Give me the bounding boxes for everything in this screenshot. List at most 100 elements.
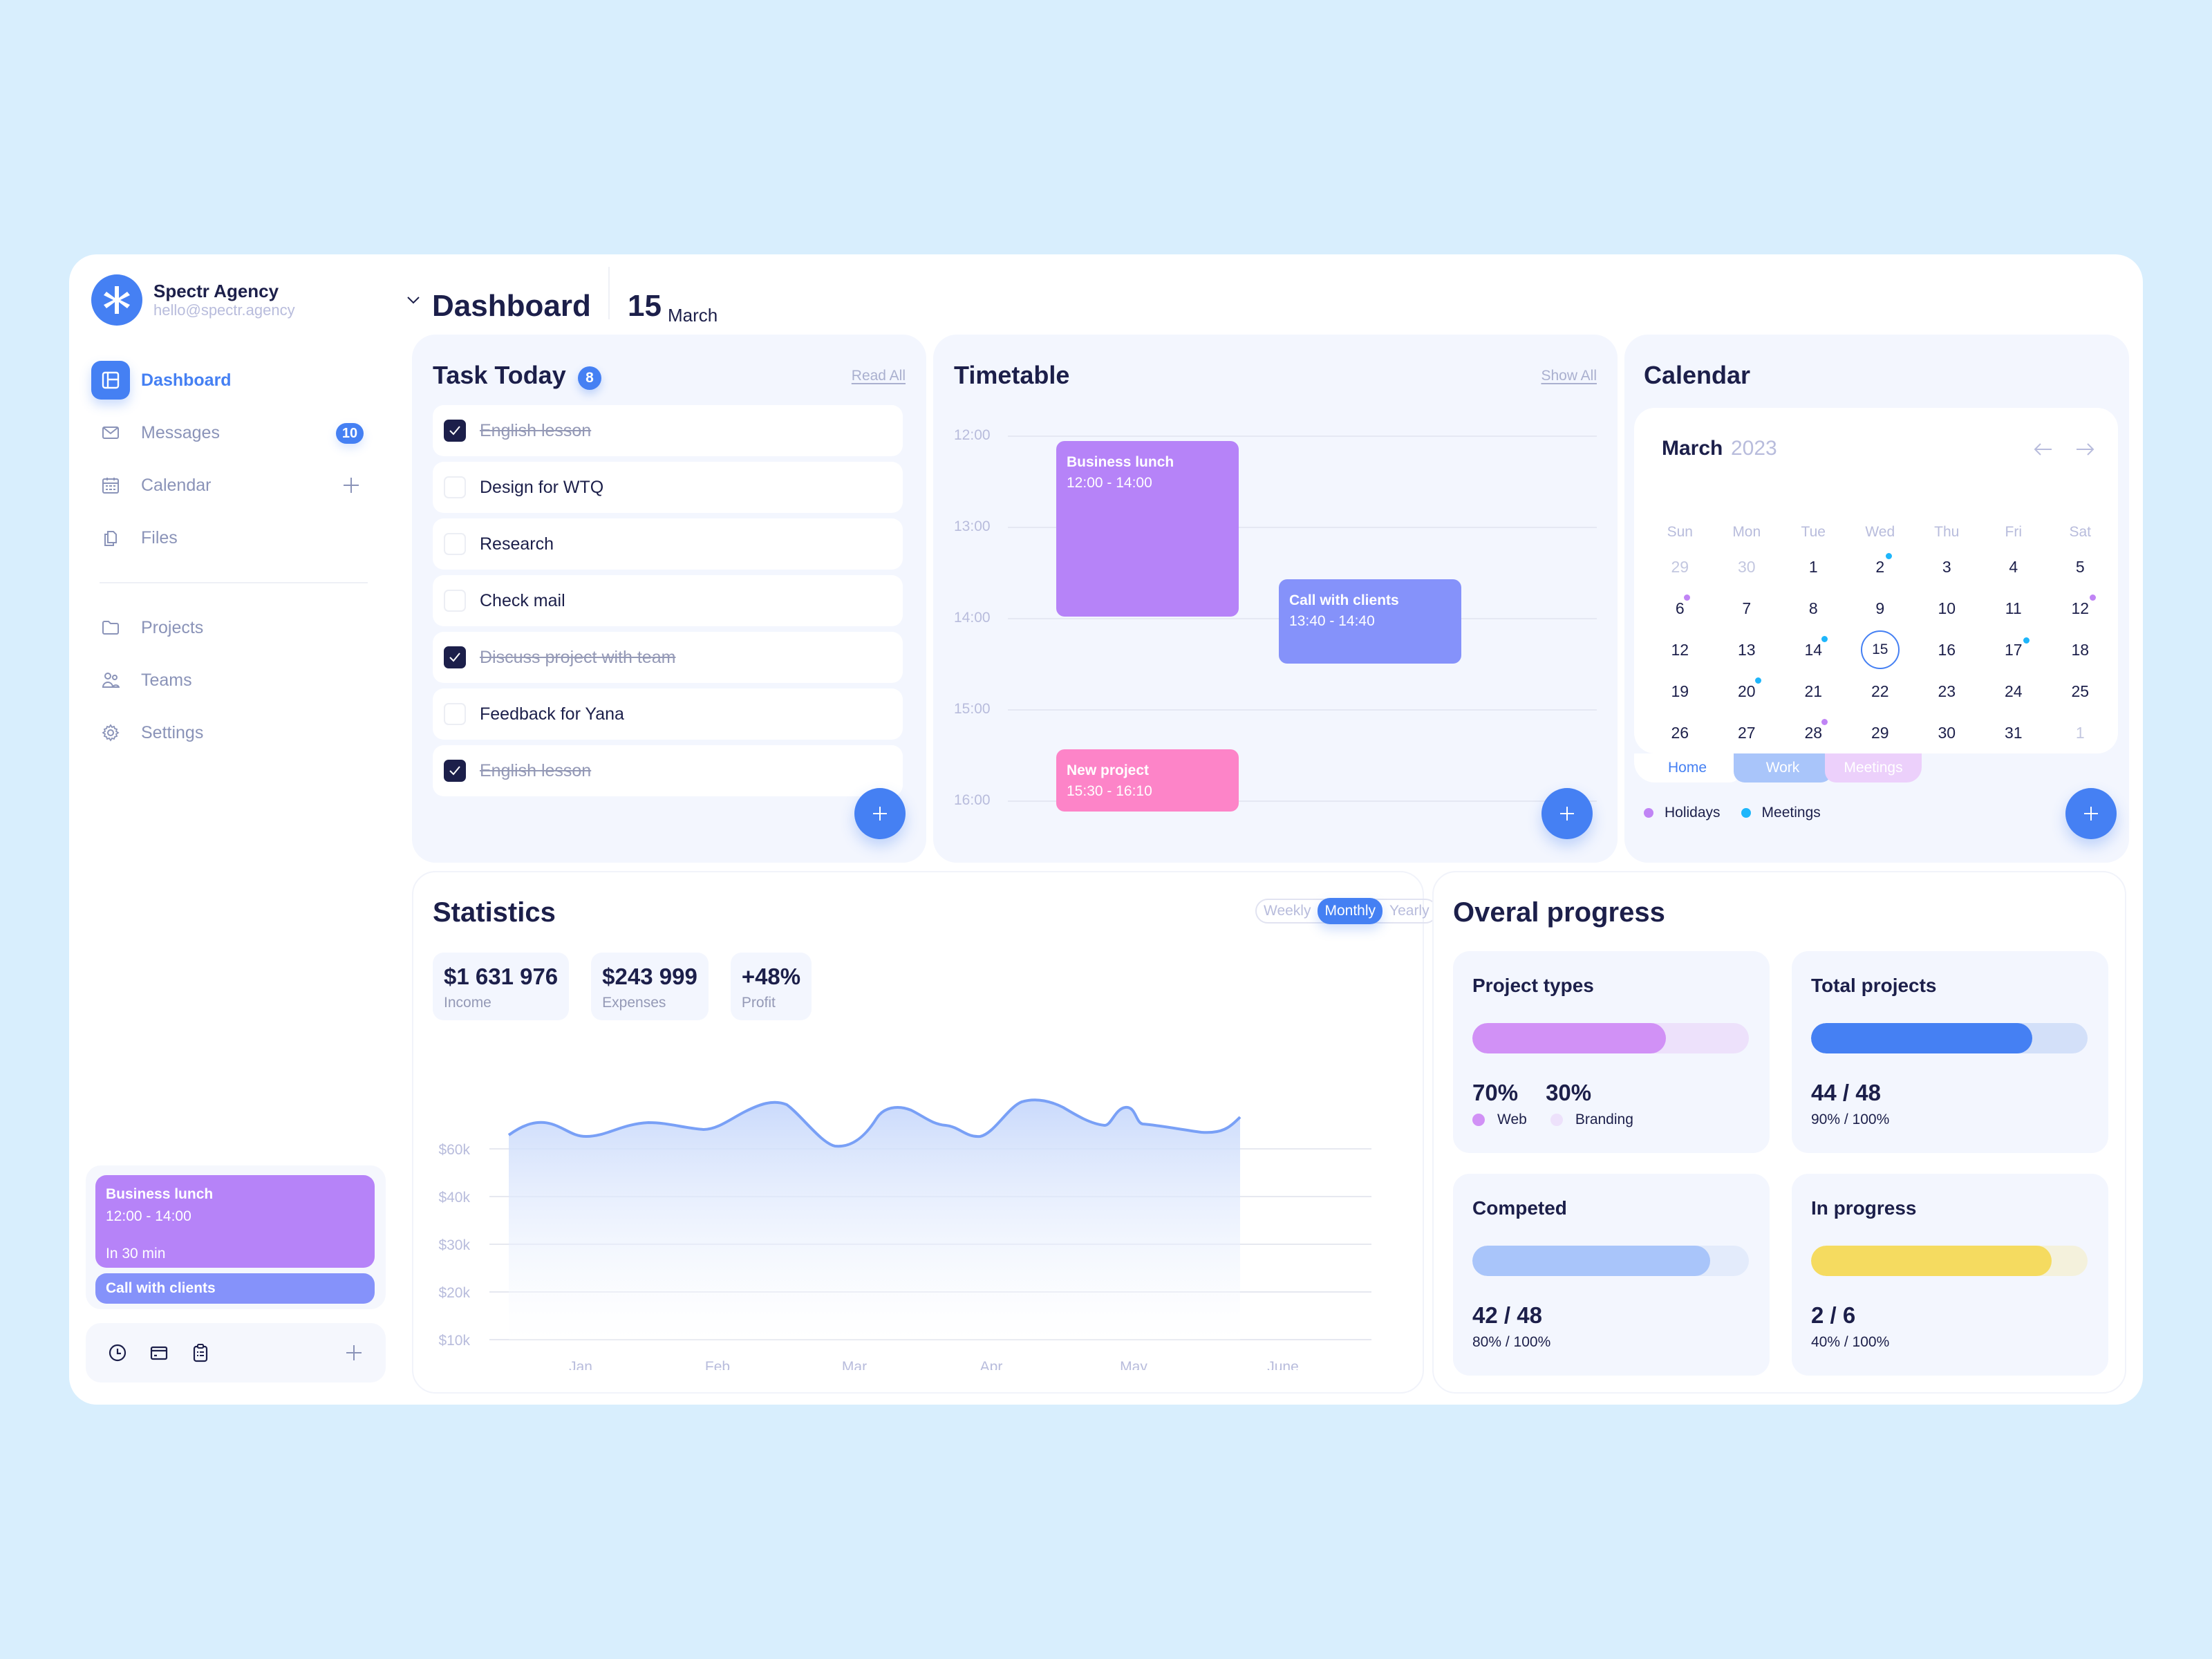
sidebar-item-label: Messages (141, 422, 220, 442)
timetable-panel: Timetable Show All 12:00 13:00 14:00 15:… (933, 335, 1618, 863)
task-label: Discuss project with team (480, 647, 676, 667)
task-item[interactable]: Discuss project with team (433, 632, 903, 683)
unread-count-badge: 10 (336, 423, 364, 444)
holiday-dot (2090, 594, 2096, 601)
tab-work[interactable]: Work (1734, 753, 1832, 782)
upcoming-event-card[interactable]: Business lunch 12:00 - 14:00 In 30 min (95, 1175, 375, 1268)
calendar-day[interactable]: 24 (2004, 682, 2023, 700)
period-weekly[interactable]: Weekly (1264, 903, 1311, 919)
card-icon[interactable] (148, 1342, 170, 1364)
calendar-day[interactable]: 13 (1737, 640, 1756, 659)
calendar-day[interactable]: 8 (1808, 599, 1818, 617)
upcoming-event-card[interactable]: Call with clients (95, 1273, 375, 1304)
calendar-day[interactable]: 4 (2009, 557, 2018, 576)
timetable-event[interactable]: New project 15:30 - 16:10 (1056, 749, 1239, 812)
calendar-day[interactable]: 31 (2004, 723, 2023, 742)
hour-gridline (1008, 800, 1597, 802)
calendar-day[interactable]: 12 (1671, 640, 1689, 659)
clipboard-icon[interactable] (189, 1342, 212, 1364)
clock-icon[interactable] (106, 1342, 129, 1364)
calendar-day[interactable]: 29 (1671, 557, 1689, 576)
task-item[interactable]: Check mail (433, 575, 903, 626)
sidebar-item-messages[interactable]: Messages 10 (91, 406, 375, 459)
weekday-label: Sat (2069, 524, 2092, 540)
sidebar-item-dashboard[interactable]: Dashboard (91, 354, 375, 406)
task-item[interactable]: English lesson (433, 405, 903, 456)
calendar-day[interactable]: 23 (1938, 682, 1956, 700)
period-yearly[interactable]: Yearly (1389, 903, 1430, 919)
sidebar-item-settings[interactable]: Settings (91, 706, 375, 759)
calendar-day[interactable]: 7 (1742, 599, 1752, 617)
day-number: 15 (1860, 630, 1900, 669)
calendar-day[interactable]: 5 (2075, 557, 2085, 576)
checkbox-checked[interactable] (444, 760, 466, 782)
add-task-button[interactable] (854, 788, 906, 839)
workspace-switcher[interactable]: Spectr Agency hello@spectr.agency (91, 272, 420, 328)
calendar-day[interactable]: 29 (1871, 723, 1889, 742)
plus-icon[interactable] (343, 1342, 365, 1364)
sidebar-item-files[interactable]: Files (91, 512, 375, 564)
calendar-day[interactable]: 1 (1808, 557, 1818, 576)
tab-meetings[interactable]: Meetings (1825, 753, 1922, 782)
calendar-day[interactable]: 6 (1647, 588, 1714, 629)
calendar-day[interactable]: 9 (1875, 599, 1885, 617)
hour-gridline (1008, 527, 1597, 528)
checkbox-unchecked[interactable] (444, 533, 466, 555)
type-percentages: 70% 30% (1472, 1080, 1619, 1106)
arrow-right-icon[interactable] (2072, 437, 2097, 462)
calendar-day[interactable]: 20 (1714, 671, 1781, 712)
calendar-day[interactable]: 26 (1671, 723, 1689, 742)
calendar-day[interactable]: 11 (2005, 599, 2022, 617)
checkbox-unchecked[interactable] (444, 590, 466, 612)
calendar-day[interactable]: 18 (2071, 640, 2090, 659)
calendar-day[interactable]: 1 (2075, 723, 2085, 742)
read-all-link[interactable]: Read All (851, 368, 906, 384)
hour-label: 14:00 (954, 610, 991, 626)
calendar-day[interactable]: 12 (2047, 588, 2114, 629)
calendar-day[interactable]: 19 (1671, 682, 1689, 700)
calendar-day[interactable]: 21 (1804, 682, 1823, 700)
period-monthly[interactable]: Monthly (1318, 898, 1382, 924)
calendar-day[interactable]: 3 (1942, 557, 1951, 576)
checkbox-checked[interactable] (444, 646, 466, 668)
calendar-day[interactable]: 10 (1938, 599, 1956, 617)
calendar-day[interactable]: 2 (1847, 546, 1914, 588)
checkbox-unchecked[interactable] (444, 703, 466, 725)
calendar-day[interactable]: 16 (1938, 640, 1956, 659)
x-tick: Apr (980, 1359, 1003, 1370)
task-item[interactable]: English lesson (433, 745, 903, 796)
calendar-day[interactable]: 17 (1980, 629, 2047, 671)
task-today-panel: Task Today 8 Read All English lesson Des… (412, 335, 926, 863)
calendar-day[interactable]: 22 (1871, 682, 1889, 700)
sidebar-item-calendar[interactable]: Calendar (91, 459, 375, 512)
statistics-area-chart: $60k $40k $30k $20k $10k Jan Feb Mar Apr… (438, 1098, 1371, 1370)
workspace-email: hello@spectr.agency (153, 301, 295, 319)
day-number: 14 (1804, 640, 1823, 659)
calendar-day[interactable]: 28 (1780, 712, 1847, 753)
arrow-left-icon[interactable] (2031, 437, 2056, 462)
calendar-day[interactable]: 27 (1737, 723, 1756, 742)
checkbox-unchecked[interactable] (444, 476, 466, 498)
timetable-event[interactable]: Business lunch 12:00 - 14:00 (1056, 441, 1239, 617)
show-all-link[interactable]: Show All (1541, 368, 1597, 384)
timetable-event[interactable]: Call with clients 13:40 - 14:40 (1279, 579, 1461, 664)
checkbox-checked[interactable] (444, 420, 466, 442)
add-event-button[interactable] (1541, 788, 1593, 839)
task-item[interactable]: Feedback for Yana (433, 688, 903, 740)
hour-label: 12:00 (954, 427, 991, 443)
calendar-day[interactable]: 14 (1780, 629, 1847, 671)
sidebar-item-projects[interactable]: Projects (91, 601, 375, 654)
card-value: 44 / 48 (1811, 1080, 1881, 1105)
calendar-day[interactable]: 25 (2071, 682, 2090, 700)
task-item[interactable]: Research (433, 518, 903, 570)
chevron-down-icon[interactable] (404, 290, 423, 310)
progress-fill (1811, 1246, 2052, 1276)
calendar-day[interactable]: 30 (1737, 557, 1756, 576)
add-calendar-event-button[interactable] (2065, 788, 2117, 839)
calendar-day-today[interactable]: 15 (1847, 629, 1914, 671)
tab-home[interactable]: Home (1634, 753, 1741, 782)
sidebar-item-teams[interactable]: Teams (91, 654, 375, 706)
task-item[interactable]: Design for WTQ (433, 462, 903, 513)
plus-icon[interactable] (341, 476, 361, 495)
calendar-day[interactable]: 30 (1938, 723, 1956, 742)
